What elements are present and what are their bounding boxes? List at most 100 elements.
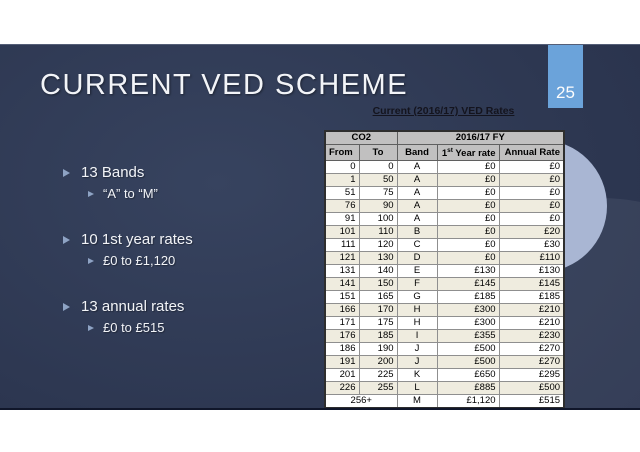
bullet-text: “A” to “M” [103, 186, 158, 201]
bullet-item: 10 1st year rates [63, 230, 318, 250]
table-cell: 0 [358, 160, 398, 175]
bullet-arrow-icon [63, 169, 70, 177]
table-cell: 131 [324, 264, 360, 279]
table-row: 76 90 A £0 £0 [324, 199, 565, 214]
table-cell: £0 [436, 251, 500, 266]
table-cell: G [396, 290, 438, 305]
bullet-text: 10 1st year rates [81, 231, 193, 248]
ved-table-body: 0 0 A £0 £0 1 50 A £0 £0 51 75 A £0 £0 76 90 A £0 £0 91 100 A £… [324, 160, 565, 408]
bullet-arrow-icon [63, 236, 70, 244]
table-row: 191 200 J £500 £270 [324, 355, 565, 370]
table-cell: £500 [436, 355, 500, 370]
bullet-item: £0 to £515 [88, 319, 318, 337]
table-cell: 186 [324, 342, 360, 357]
table-cell: £515 [498, 394, 565, 408]
table-cell: £0 [436, 238, 500, 253]
bullet-text: £0 to £1,120 [103, 253, 176, 268]
table-cell: 75 [358, 186, 398, 201]
table-cell: £295 [498, 368, 565, 383]
table-cell: £145 [498, 277, 565, 292]
column-header-first-year-rate: 1st Year rate [436, 143, 500, 162]
bullet-item: £0 to £1,120 [88, 252, 318, 270]
table-cell: 120 [358, 238, 398, 253]
table-row: 176 185 I £355 £230 [324, 329, 565, 344]
table-row: 166 170 H £300 £210 [324, 303, 565, 318]
bullet-arrow-icon [63, 303, 70, 311]
table-cell: 185 [358, 329, 398, 344]
table-cell: £500 [436, 342, 500, 357]
ved-rates-table: CO2 2016/17 FY From To Band 1st Year rat… [324, 130, 566, 408]
table-cell: 141 [324, 277, 360, 292]
bullet-arrow-icon [88, 258, 94, 264]
table-cell: £0 [498, 160, 565, 175]
table-row: 186 190 J £500 £270 [324, 342, 565, 357]
bullet-item: “A” to “M” [88, 185, 318, 203]
table-cell: J [396, 355, 438, 370]
table-cell: £230 [498, 329, 565, 344]
bullet-list: 13 Bands “A” to “M” 10 1st year rates £0 to… [63, 163, 318, 337]
table-cell: 111 [324, 238, 360, 253]
table-cell: £0 [436, 173, 500, 188]
table-cell: H [396, 316, 438, 331]
table-column-header-row: From To Band 1st Year rate Annual Rate [324, 143, 565, 162]
table-cell: A [396, 160, 438, 175]
table-cell: 140 [358, 264, 398, 279]
table-cell: D [396, 251, 438, 266]
table-cell: 176 [324, 329, 360, 344]
table-cell: A [396, 186, 438, 201]
table-cell: 121 [324, 251, 360, 266]
table-row: 121 130 D £0 £110 [324, 251, 565, 266]
table-cell: £185 [436, 290, 500, 305]
table-cell: M [396, 394, 438, 408]
table-cell: £130 [498, 264, 565, 279]
table-cell: £0 [436, 186, 500, 201]
bullet-text: 13 annual rates [81, 298, 185, 315]
table-cell: A [396, 199, 438, 214]
page-title: CURRENT VED SCHEME [40, 69, 409, 101]
bullet-arrow-icon [88, 191, 94, 197]
table-cell: 0 [324, 160, 360, 175]
table-cell: A [396, 173, 438, 188]
table-cell: 201 [324, 368, 360, 383]
table-row: 171 175 H £300 £210 [324, 316, 565, 331]
table-cell: £270 [498, 355, 565, 370]
table-cell: £0 [498, 212, 565, 227]
table-cell: £650 [436, 368, 500, 383]
table-cell: 191 [324, 355, 360, 370]
table-cell: 150 [358, 277, 398, 292]
table-cell: 171 [324, 316, 360, 331]
table-group-header-row: CO2 2016/17 FY [324, 130, 565, 145]
table-cell: £145 [436, 277, 500, 292]
table-cell: £0 [498, 186, 565, 201]
table-row: 111 120 C £0 £30 [324, 238, 565, 253]
table-row: 256+ M £1,120 £515 [324, 394, 565, 408]
table-cell: 190 [358, 342, 398, 357]
table-row: 201 225 K £650 £295 [324, 368, 565, 383]
table-cell: £0 [436, 225, 500, 240]
table-cell: £0 [436, 199, 500, 214]
table-cell: A [396, 212, 438, 227]
table-row: 226 255 L £885 £500 [324, 381, 565, 396]
table-cell: C [396, 238, 438, 253]
table-cell: £500 [498, 381, 565, 396]
column-header-to: To [358, 143, 398, 162]
table-row: 151 165 G £185 £185 [324, 290, 565, 305]
table-cell: 91 [324, 212, 360, 227]
table-cell: E [396, 264, 438, 279]
column-header-from: From [324, 143, 360, 162]
table-cell: 256+ [324, 394, 398, 408]
table-cell: £185 [498, 290, 565, 305]
table-cell: 100 [358, 212, 398, 227]
table-cell: £1,120 [436, 394, 500, 408]
slide: 25 CURRENT VED SCHEME 13 Bands “A” to “M”… [0, 44, 640, 410]
table-cell: £0 [498, 173, 565, 188]
table-cell: 1 [324, 173, 360, 188]
table-cell: 101 [324, 225, 360, 240]
bullet-text: 13 Bands [81, 164, 145, 181]
table-cell: £270 [498, 342, 565, 357]
table-cell: 166 [324, 303, 360, 318]
table-cell: F [396, 277, 438, 292]
table-cell: £130 [436, 264, 500, 279]
table-cell: B [396, 225, 438, 240]
